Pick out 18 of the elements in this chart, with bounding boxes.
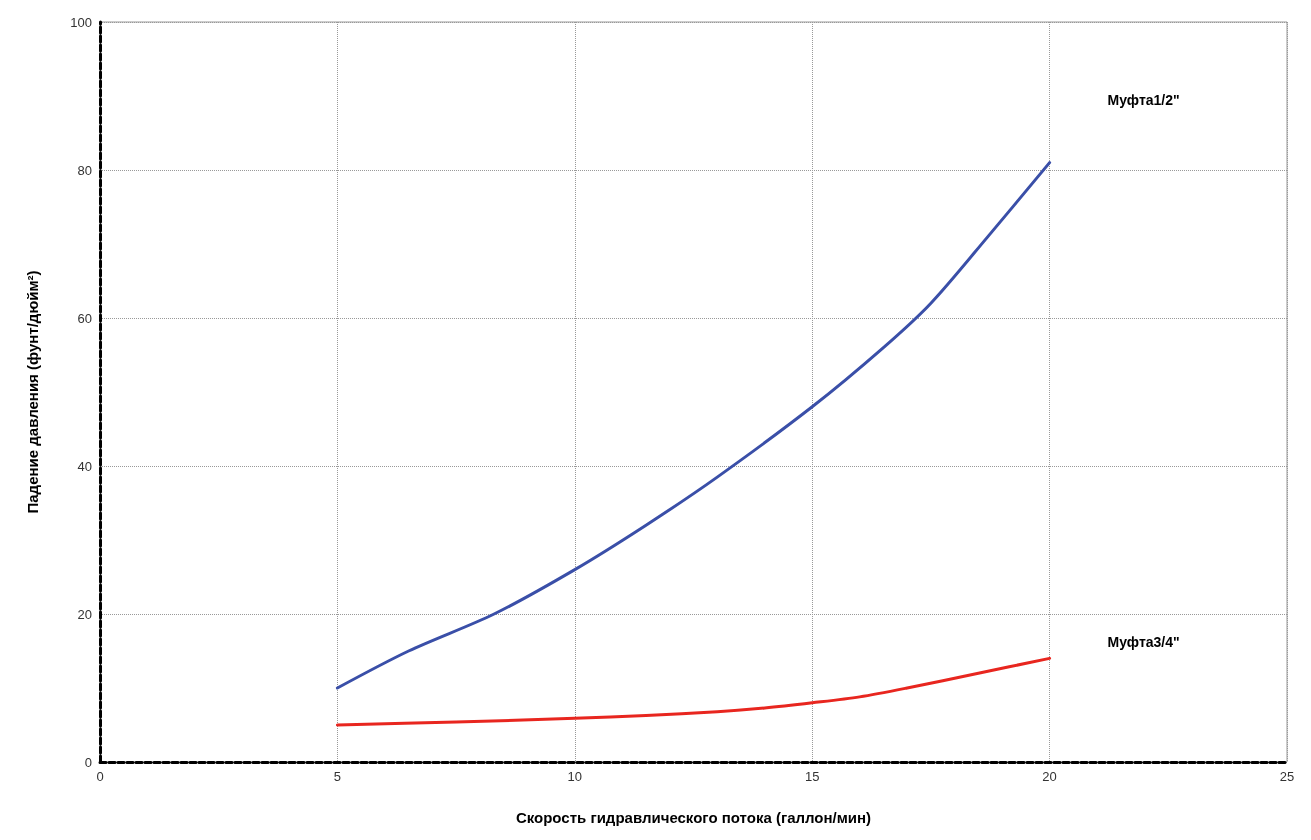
x-axis-title: Скорость гидравлического потока (галлон/мин) [515,809,872,826]
x-tick-label: 20 [1042,769,1057,784]
line-series [335,161,1052,690]
x-tick-label: 15 [804,769,820,784]
y-axis-title: Падение давления (фунт/дюйм²) [24,270,41,514]
text: Муфта1/2" [1107,91,1180,108]
line-series [335,656,1052,727]
y-tick-label: 0 [84,754,92,770]
x-tick-label: 10 [567,769,583,784]
x-tick-label: 25 [1279,769,1295,784]
y-tick-label: 80 [77,162,92,178]
y-tick-label: 20 [77,606,92,622]
x-tick-label: 5 [333,769,342,784]
text: Муфта3/4" [1107,634,1180,651]
x-tick-label: 0 [96,769,104,784]
y-tick-label: 100 [70,14,92,30]
y-tick-label: 60 [77,310,92,326]
y-tick-label: 40 [77,458,92,474]
